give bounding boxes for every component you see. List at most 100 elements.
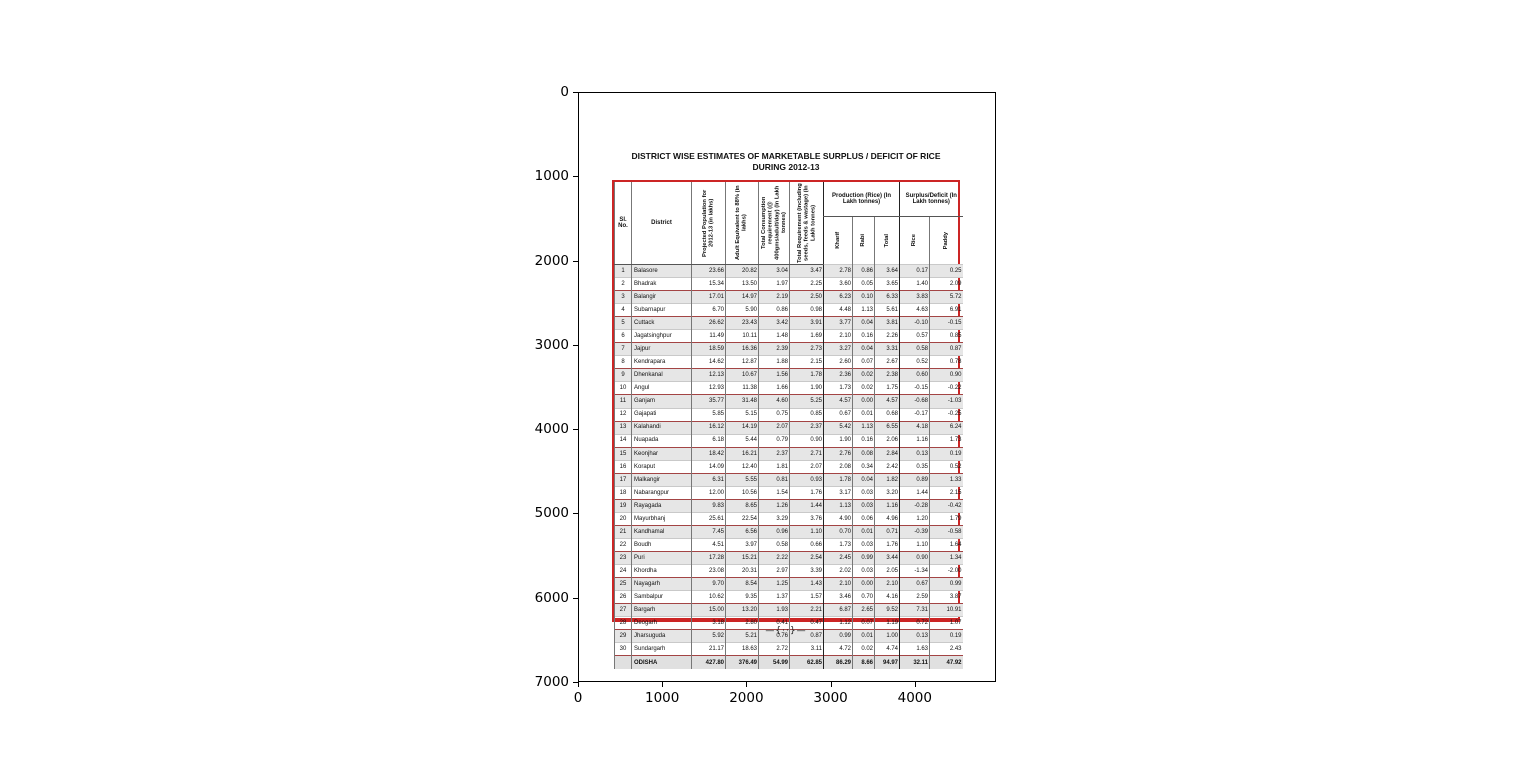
y-tick-mark xyxy=(573,682,578,683)
header-projected-population: Projected Population for 2012-13 (in lak… xyxy=(691,182,726,265)
value-cell: 20.82 xyxy=(725,264,759,278)
table-row: 9 Dhenkanal 12.13 10.67 1.56 1.78 2.36 0.02 2.38… xyxy=(614,368,963,382)
header-paddy: Paddy xyxy=(929,216,963,265)
value-cell: 3.77 xyxy=(823,316,853,330)
district-cell: ODISHA xyxy=(631,655,692,669)
value-cell: 1.78 xyxy=(789,368,824,382)
value-cell: 2 xyxy=(614,277,632,291)
value-cell: 23 xyxy=(614,551,632,565)
y-tick-label: 3000 xyxy=(534,336,569,353)
value-cell: 6.56 xyxy=(725,525,759,539)
value-cell: 1.64 xyxy=(929,538,963,552)
value-cell: 31.48 xyxy=(725,394,759,409)
value-cell: 2.09 xyxy=(929,277,963,291)
table-row: 24 Khordha 23.08 20.31 2.97 3.39 2.02 0.03 2.05-… xyxy=(614,564,963,578)
header-total: Total xyxy=(874,216,900,265)
district-cell: Jharsuguda xyxy=(631,629,692,643)
table-row: 23 Puri 17.28 15.21 2.22 2.54 2.45 0.99 3.44 0.90… xyxy=(614,551,963,565)
district-cell: Kendrapara xyxy=(631,355,692,369)
value-cell: 5.55 xyxy=(725,473,759,487)
value-cell: 1.79 xyxy=(929,512,963,526)
value-cell: 0.90 xyxy=(899,551,930,565)
value-cell: 0.13 xyxy=(899,447,930,461)
value-cell: 3.91 xyxy=(789,316,824,330)
value-cell: 6.31 xyxy=(691,473,726,487)
value-cell: 1.43 xyxy=(789,577,824,591)
value-cell: -0.25 xyxy=(929,408,963,422)
value-cell: 0.81 xyxy=(758,473,790,487)
value-cell: 2.08 xyxy=(823,460,853,474)
value-cell: 6.91 xyxy=(929,303,963,317)
value-cell: 3.20 xyxy=(874,486,900,500)
value-cell: 0.02 xyxy=(852,642,875,656)
value-cell: 2.50 xyxy=(789,290,824,304)
value-cell: 13.50 xyxy=(725,277,759,291)
value-cell: 0.70 xyxy=(852,590,875,604)
value-cell: 1.34 xyxy=(929,551,963,565)
value-cell: -0.58 xyxy=(929,525,963,539)
value-cell: 1.13 xyxy=(823,499,853,513)
value-cell: 2.78 xyxy=(823,264,853,278)
value-cell: 0.03 xyxy=(852,486,875,500)
value-cell: 5.92 xyxy=(691,629,726,643)
value-cell: 1.10 xyxy=(899,538,930,552)
value-cell: 5.90 xyxy=(725,303,759,317)
value-cell: 4.74 xyxy=(874,642,900,656)
value-cell: 1.16 xyxy=(899,434,930,448)
value-cell: 0.87 xyxy=(789,629,824,643)
value-cell: 17.28 xyxy=(691,551,726,565)
total-row: ODISHA 427.80 376.49 54.99 62.85 86.29 8.66 94.… xyxy=(614,655,963,669)
value-cell: 6.23 xyxy=(823,290,853,304)
district-cell: Gajapati xyxy=(631,408,692,422)
x-tick-mark xyxy=(914,682,916,687)
value-cell: 0.85 xyxy=(789,408,824,422)
table-row: 30 Sundargarh 21.17 18.63 2.72 3.11 4.72 0.02 4.… xyxy=(614,642,963,656)
value-cell: 2.06 xyxy=(874,434,900,448)
value-cell: 1.73 xyxy=(823,381,853,395)
district-cell: Mayurbhanj xyxy=(631,512,692,526)
y-tick-mark xyxy=(573,597,578,599)
value-cell: 3.76 xyxy=(789,512,824,526)
value-cell: 8 xyxy=(614,355,632,369)
value-cell: 0.34 xyxy=(852,460,875,474)
district-cell: Balasore xyxy=(631,264,692,278)
value-cell: 5 xyxy=(614,316,632,330)
header-district: District xyxy=(631,182,692,265)
value-cell: 2.60 xyxy=(823,355,853,369)
value-cell: 1.69 xyxy=(789,329,824,343)
value-cell: 20.31 xyxy=(725,564,759,578)
value-cell: -0.10 xyxy=(899,316,930,330)
value-cell: 1.33 xyxy=(929,473,963,487)
y-tick-mark xyxy=(573,513,578,515)
value-cell: 35.77 xyxy=(691,394,726,409)
value-cell: 14.09 xyxy=(691,460,726,474)
table-row: 25 Nayagarh 9.70 8.54 1.25 1.43 2.10 0.00 2.10 0.… xyxy=(614,577,963,591)
value-cell: 1.40 xyxy=(899,277,930,291)
header-rice: Rice xyxy=(899,216,930,265)
value-cell: 3.46 xyxy=(823,590,853,604)
value-cell: 0.47 xyxy=(789,616,824,630)
district-cell: Rayagada xyxy=(631,499,692,513)
value-cell: 0.16 xyxy=(852,434,875,448)
header-total-requirement: Total Requirement (including seeds, feed… xyxy=(789,182,824,265)
district-cell: Koraput xyxy=(631,460,692,474)
value-cell: 0.25 xyxy=(929,264,963,278)
value-cell: 6.33 xyxy=(874,290,900,304)
value-cell: 0.19 xyxy=(929,629,963,643)
value-cell: -2.00 xyxy=(929,564,963,578)
value-cell: 3.65 xyxy=(874,277,900,291)
y-tick-mark xyxy=(573,260,578,262)
value-cell: 0.03 xyxy=(852,564,875,578)
value-cell: 1.90 xyxy=(823,434,853,448)
value-cell: 0.87 xyxy=(929,342,963,356)
value-cell: 4.57 xyxy=(823,394,853,409)
value-cell: 1.75 xyxy=(874,381,900,395)
value-cell: 1.88 xyxy=(758,355,790,369)
value-cell: 2.22 xyxy=(758,551,790,565)
value-cell: 0.58 xyxy=(899,342,930,356)
district-cell: Dhenkanal xyxy=(631,368,692,382)
value-cell: 0.01 xyxy=(852,525,875,539)
value-cell: 1.90 xyxy=(789,381,824,395)
value-cell xyxy=(614,655,632,669)
value-cell: 2.72 xyxy=(758,642,790,656)
